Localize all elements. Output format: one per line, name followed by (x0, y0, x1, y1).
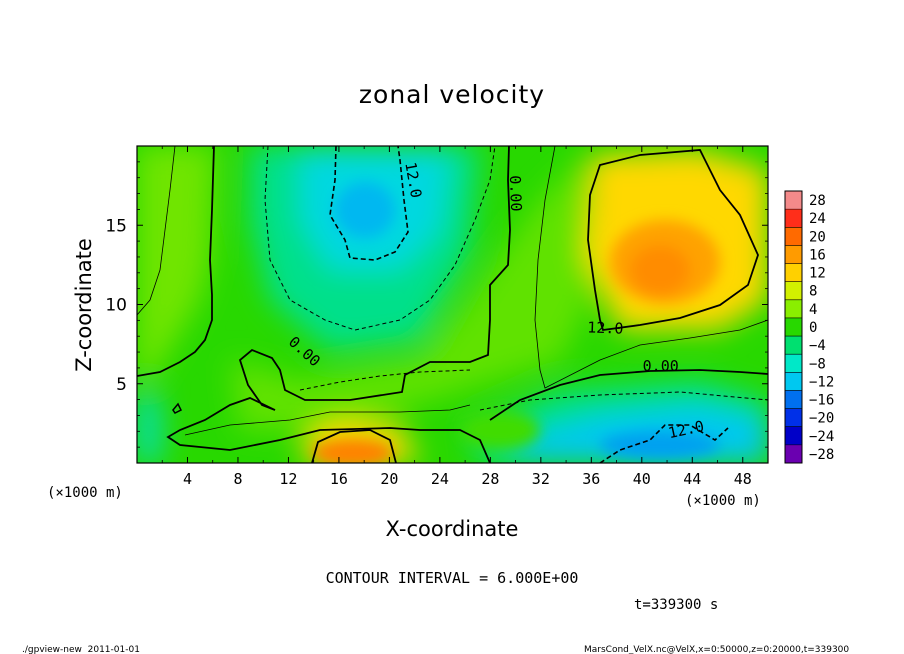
y-ticks: 5 10 15 (105, 161, 768, 448)
colorbar-swatch (785, 390, 802, 409)
contour-six-lower (184, 404, 471, 436)
x-tick-label: 12 (279, 470, 297, 488)
colorbar: 28 24 20 16 12 8 4 0 −4 −8 −12 −16 −20 −24 −28 (784, 190, 834, 464)
colorbar-label: −16 (809, 393, 834, 409)
colorbar-swatch (785, 354, 802, 373)
contour-label: 0.00 (506, 175, 525, 212)
contour-lines (137, 146, 768, 463)
field-positive-right-inner (630, 245, 690, 295)
colorbar-label: −4 (809, 338, 826, 354)
y-axis-label: Z-coordinate (72, 238, 96, 372)
y-tick-label: 15 (105, 216, 127, 236)
contour-six-mid (534, 146, 768, 389)
colorbar-frame (784, 190, 803, 464)
contour-minus-six (264, 146, 496, 331)
colorbar-swatch (785, 408, 802, 428)
contour-minus-six-lower (299, 369, 768, 411)
colorbar-swatch (785, 426, 802, 446)
x-tick-label: 28 (481, 470, 499, 488)
contour-zero-upper-right (137, 146, 215, 377)
field-negative-leftedge (137, 390, 160, 463)
x-tick-label: 40 (633, 470, 651, 488)
contour-label: 12.0 (587, 318, 624, 337)
contour-minus-twelve-top (329, 146, 409, 261)
x-tick-label: 20 (380, 470, 398, 488)
contour-twelve-right (587, 149, 759, 331)
colorbar-swatch (785, 227, 802, 246)
colorbar-label: 12 (809, 266, 826, 282)
colorbar-swatch (785, 299, 802, 319)
colorbar-swatch (785, 209, 802, 228)
field-positive-bottom-core (313, 439, 393, 463)
field-band-left (137, 146, 215, 380)
x-tick-label: 16 (330, 470, 348, 488)
x-tick-label: 32 (532, 470, 550, 488)
contour-label: 0.00 (643, 357, 679, 375)
field-band-mid (230, 160, 590, 430)
colorbar-label: 4 (809, 302, 817, 318)
x-tick-label: 44 (683, 470, 701, 488)
contour-six-left (137, 146, 176, 316)
x-unit-left: (×1000 m) (47, 485, 123, 501)
colorbar-swatch (785, 191, 802, 210)
colorbar-swatch (785, 281, 802, 301)
y-tick-label: 5 (116, 375, 127, 395)
contour-zero-center (166, 146, 511, 463)
colorbar-label: 0 (809, 320, 817, 336)
colorbar-label: −12 (809, 374, 834, 390)
colorbar-label: −28 (809, 447, 834, 463)
contour-label: 12.0 (401, 161, 425, 200)
colorbar-swatch (785, 444, 802, 464)
y-tick-label: 10 (105, 296, 127, 316)
x-tick-label: 24 (431, 470, 449, 488)
colorbar-label: 28 (809, 193, 826, 209)
colorbar-swatch (785, 372, 802, 391)
colorbar-swatch (785, 336, 802, 355)
colorbar-label: −24 (809, 429, 834, 445)
footer-left: ./gpview-new 2011-01-01 (22, 645, 140, 654)
contour-twelve-bottom (311, 429, 397, 463)
contour-zero-right (489, 369, 768, 421)
colorbar-label: −8 (809, 356, 826, 372)
field-negative-top-core (335, 182, 395, 238)
x-tick-label: 8 (233, 470, 242, 488)
x-tick-label: 36 (582, 470, 600, 488)
chart-title: zonal velocity (359, 80, 545, 109)
field-green-bright (460, 410, 540, 450)
x-axis-label: X-coordinate (386, 517, 519, 541)
colorbar-swatch (785, 263, 802, 282)
footer-right: MarsCond_VelX.nc@VelX,x=0:50000,z=0:2000… (584, 645, 849, 654)
colorbar-label: 8 (809, 284, 817, 300)
x-unit-right: (×1000 m) (685, 493, 761, 509)
colorbar-label: 24 (809, 211, 826, 227)
colorbar-label: −20 (809, 411, 834, 427)
colorbar-swatch (785, 317, 802, 337)
time-text: t=339300 s (634, 597, 718, 613)
x-ticks: 4 8 12 16 20 24 28 32 36 40 44 48 (161, 146, 752, 488)
contour-minus-twelve-bottom (599, 424, 729, 463)
x-tick-label: 48 (734, 470, 752, 488)
x-tick-label: 4 (183, 470, 192, 488)
colorbar-label: 16 (809, 247, 826, 263)
colorbar-swatch (785, 245, 802, 264)
contour-interval-text: CONTOUR INTERVAL = 6.000E+00 (326, 569, 579, 587)
field-negative-bottom-core (600, 431, 720, 459)
contour-zero-island (172, 402, 183, 414)
colorbar-label: 20 (809, 229, 826, 245)
